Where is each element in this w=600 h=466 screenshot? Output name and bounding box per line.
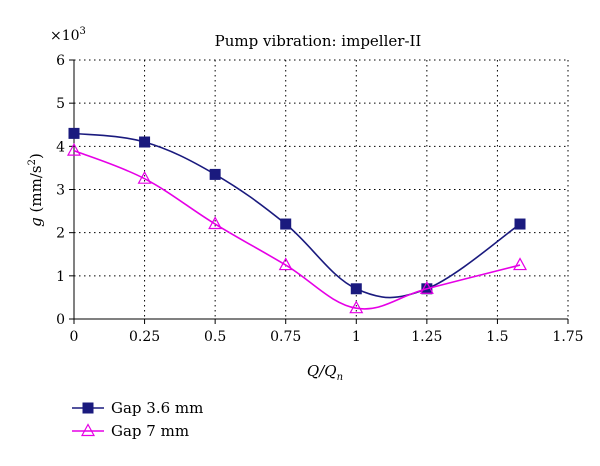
legend-marker	[82, 402, 94, 414]
x-tick-label: 1	[352, 329, 361, 345]
data-point	[419, 281, 434, 294]
legend-entry: Gap 7 mm	[72, 422, 189, 440]
data-point	[68, 127, 80, 139]
y-tick-label: 2	[56, 226, 65, 242]
x-axis-label-qn: Q	[324, 362, 336, 380]
y-tick-label: 3	[56, 183, 65, 199]
y-tick-label: 0	[56, 312, 65, 328]
x-axis-label: Q/Qn	[307, 362, 343, 383]
x-axis-label-slash: /	[317, 362, 326, 380]
y-tick-label: 6	[56, 53, 65, 69]
y-scale-base: ×10	[50, 28, 80, 44]
x-axis-label-sub: n	[337, 372, 343, 383]
series-layer	[66, 127, 528, 314]
y-axis-label-var: g	[27, 217, 45, 227]
chart-title: Pump vibration: impeller-II	[215, 32, 422, 50]
x-axis-label-q: Q	[307, 362, 319, 380]
y-tick-label: 5	[56, 96, 65, 112]
x-tick-label: 0.25	[129, 329, 160, 345]
y-tick-label: 4	[56, 139, 65, 155]
axes: 0 0.25 0.5 0.75 1 1.25 1.5 1.75 0 1 2 3 4 5 6	[56, 53, 584, 345]
data-point	[349, 300, 364, 314]
data-point	[278, 257, 293, 271]
data-point	[209, 168, 221, 180]
x-tick-label: 0.5	[204, 329, 226, 345]
data-point	[280, 218, 292, 230]
x-tick-label: 0	[70, 329, 79, 345]
legend: Gap 3.6 mm Gap 7 mm	[72, 399, 203, 440]
x-tick-label: 0.75	[270, 329, 301, 345]
data-point	[514, 218, 526, 230]
y-axis-label-sup: 2	[27, 159, 38, 165]
y-axis-label-close: )	[27, 153, 45, 159]
data-point	[137, 170, 152, 184]
series-line	[73, 149, 521, 310]
legend-marker	[80, 423, 96, 437]
data-point	[66, 142, 82, 156]
data-point	[350, 283, 362, 295]
grid	[74, 59, 569, 319]
data-point	[208, 216, 223, 230]
x-tick-label: 1.5	[486, 329, 508, 345]
y-scale-exponent: 3	[80, 26, 86, 37]
y-scale-label: ×103	[50, 26, 86, 44]
series-2	[66, 142, 528, 314]
data-point	[513, 257, 528, 271]
x-tick-label: 1.25	[411, 329, 442, 345]
y-axis-label-unit: (mm/s	[27, 165, 45, 217]
legend-label: Gap 3.6 mm	[111, 399, 203, 417]
legend-entry: Gap 3.6 mm	[72, 399, 203, 417]
legend-label: Gap 7 mm	[111, 422, 189, 440]
x-tick-label: 1.75	[552, 329, 583, 345]
y-tick-label: 1	[56, 269, 65, 285]
y-axis-label: g (mm/s2)	[27, 153, 45, 227]
data-point	[139, 136, 151, 148]
